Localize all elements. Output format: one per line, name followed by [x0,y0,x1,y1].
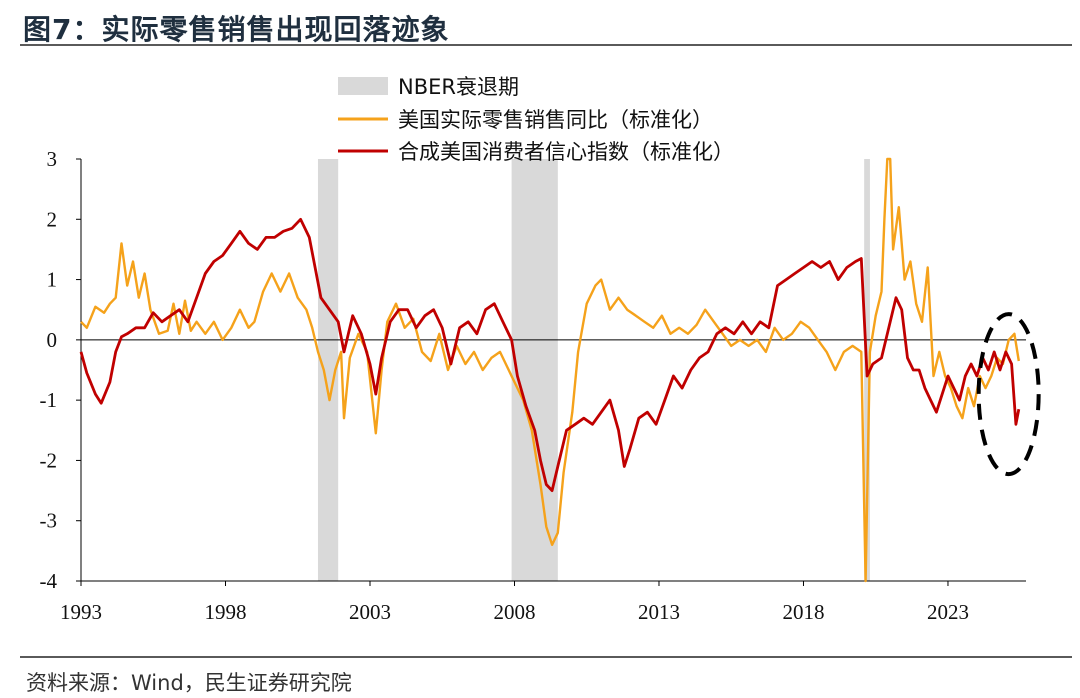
title-rule [20,44,1072,46]
recession-band-2 [511,159,558,581]
x-tick-label: 2013 [638,600,680,624]
recession-band-1 [317,159,339,581]
x-tick-label: 1998 [204,600,246,624]
source-rule [20,656,1072,658]
consumer-confidence-line [79,217,1021,492]
legend-label: NBER衰退期 [398,75,519,99]
legend-swatch-nber [338,77,388,95]
y-tick-label: 3 [47,147,58,171]
y-tick-label: -3 [40,509,58,533]
legend-label: 美国实际零售销售同比（标准化） [398,108,713,132]
y-tick-label: 0 [47,328,58,352]
retail-sales-line [80,157,1020,583]
legend-label: 合成美国消费者信心指数（标准化） [398,140,734,164]
x-tick-label: 2018 [782,600,824,624]
y-tick-label: -2 [40,448,58,472]
x-tick-label: 1993 [60,600,102,624]
source-note: 资料来源：Wind，民生证券研究院 [26,671,352,695]
x-tick-label: 2008 [493,600,535,624]
y-tick-label: 1 [47,268,58,292]
figure-title: 图7：实际零售销售出现回落迹象 [23,13,450,46]
y-tick-label: -4 [40,569,58,593]
y-tick-label: 2 [47,207,58,231]
x-tick-label: 2003 [349,600,391,624]
x-tick-label: 2023 [927,600,969,624]
y-tick-label: -1 [40,388,58,412]
highlight-ellipse [976,312,1041,477]
